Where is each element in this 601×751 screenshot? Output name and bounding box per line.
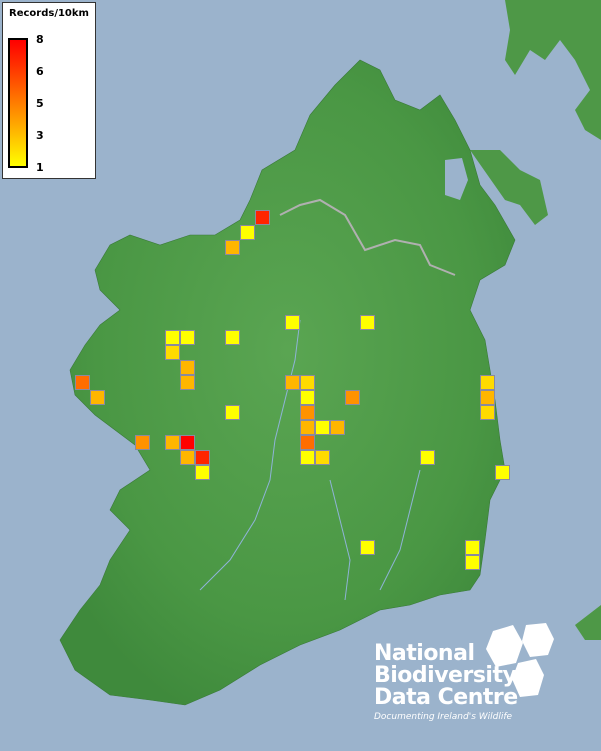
record-square (300, 435, 315, 450)
lough-neagh (445, 158, 468, 200)
record-square (90, 390, 105, 405)
record-square (195, 450, 210, 465)
logo-line-2: Biodiversity (374, 663, 517, 688)
scotland-peninsula (470, 150, 548, 225)
logo-line-3: Data Centre (374, 685, 518, 710)
record-square (300, 390, 315, 405)
record-square (465, 555, 480, 570)
border-line (279, 198, 456, 276)
record-square (300, 375, 315, 390)
record-square (360, 315, 375, 330)
record-square (495, 465, 510, 480)
legend-label-6: 6 (36, 65, 44, 78)
record-square (315, 420, 330, 435)
nbdc-logo: National Biodiversity Data Centre Docume… (374, 623, 554, 722)
record-square (75, 375, 90, 390)
legend-label-3: 3 (36, 129, 44, 142)
record-square (225, 240, 240, 255)
legend-label-5: 5 (36, 97, 44, 110)
record-squares (75, 210, 510, 570)
logo-line-1: National (374, 641, 475, 666)
record-square (165, 330, 180, 345)
record-square (180, 330, 195, 345)
record-square (225, 330, 240, 345)
record-square (300, 420, 315, 435)
record-square (135, 435, 150, 450)
record-square (480, 405, 495, 420)
legend-label-1: 1 (36, 161, 44, 174)
record-square (420, 450, 435, 465)
record-square (180, 450, 195, 465)
record-square (465, 540, 480, 555)
legend-color-bar (8, 38, 28, 168)
record-square (195, 465, 210, 480)
legend-label-8: 8 (36, 33, 44, 46)
record-square (330, 420, 345, 435)
record-square (480, 390, 495, 405)
legend-title: Records/10km (9, 8, 89, 19)
record-square (165, 435, 180, 450)
legend: Records/10km 8 6 5 3 1 (2, 2, 96, 179)
record-square (180, 435, 195, 450)
record-square (180, 360, 195, 375)
record-square (240, 225, 255, 240)
record-square (285, 375, 300, 390)
record-square (480, 375, 495, 390)
rivers (199, 319, 421, 601)
scotland-landmass (505, 0, 601, 140)
record-square (300, 405, 315, 420)
record-square (165, 345, 180, 360)
record-square (225, 405, 240, 420)
record-square (180, 375, 195, 390)
record-square (360, 540, 375, 555)
logo-tagline: Documenting Ireland's Wildlife (374, 712, 513, 722)
record-square (345, 390, 360, 405)
record-square (255, 210, 270, 225)
logo-hexagons-icon (486, 623, 554, 697)
record-square (315, 450, 330, 465)
record-square (300, 450, 315, 465)
wales-landmass (575, 605, 601, 640)
record-square (285, 315, 300, 330)
